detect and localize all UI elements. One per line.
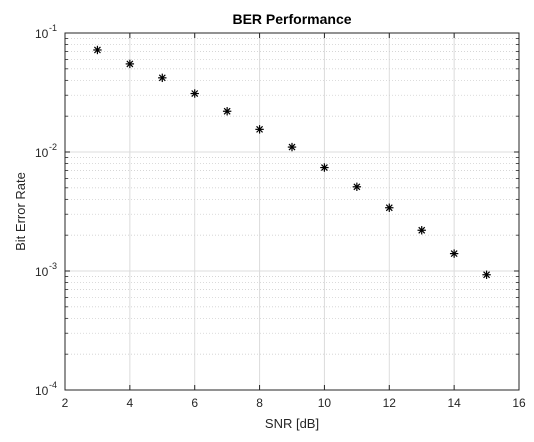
data-point xyxy=(158,73,167,83)
y-tick-label-base: 10 xyxy=(35,27,49,41)
y-tick-label: 10 -1 xyxy=(35,23,57,41)
y-tick-label-base: 10 xyxy=(35,265,49,279)
data-point xyxy=(352,182,362,191)
y-tick-label: 10 -4 xyxy=(35,380,57,398)
data-point xyxy=(320,163,329,172)
y-tick-label-exponent: -4 xyxy=(49,380,57,390)
data-point xyxy=(93,45,102,55)
data-point xyxy=(125,59,135,69)
x-tick-label: 8 xyxy=(256,396,263,410)
plot-area xyxy=(65,33,519,390)
x-tick-label: 4 xyxy=(127,396,134,410)
x-tick-label: 10 xyxy=(318,396,332,410)
x-tick-label: 12 xyxy=(383,396,397,410)
data-point xyxy=(482,270,491,279)
y-tick-label-base: 10 xyxy=(35,384,49,398)
x-axis-label: SNR [dB] xyxy=(265,416,319,431)
x-tick-label: 16 xyxy=(512,396,526,410)
y-tick-label-base: 10 xyxy=(35,146,49,160)
axes-frame xyxy=(64,32,520,391)
y-tick-label-exponent: -3 xyxy=(49,261,57,271)
y-axis-label: Bit Error Rate xyxy=(13,172,28,251)
data-point xyxy=(222,107,232,116)
x-tick-label: 14 xyxy=(447,396,461,410)
data-point xyxy=(385,203,394,212)
ticks xyxy=(64,32,520,391)
y-tick-label-exponent: -1 xyxy=(49,23,57,33)
data-point xyxy=(287,142,297,152)
data-markers xyxy=(93,45,491,279)
x-tick-label: 2 xyxy=(62,396,69,410)
y-tick-label-exponent: -2 xyxy=(49,142,57,152)
data-point xyxy=(255,125,264,134)
chart-title: BER Performance xyxy=(232,11,351,27)
x-tick-label: 6 xyxy=(191,396,198,410)
y-tick-labels: 10-410-310-210-1 xyxy=(35,23,57,398)
y-tick-label: 10 -2 xyxy=(35,142,57,160)
y-tick-label: 10 -3 xyxy=(35,261,57,279)
data-point xyxy=(449,249,459,258)
data-point xyxy=(190,89,199,98)
x-tick-labels: 2 4 6 8 10 12 14 16 xyxy=(62,396,526,410)
data-point xyxy=(417,226,426,235)
